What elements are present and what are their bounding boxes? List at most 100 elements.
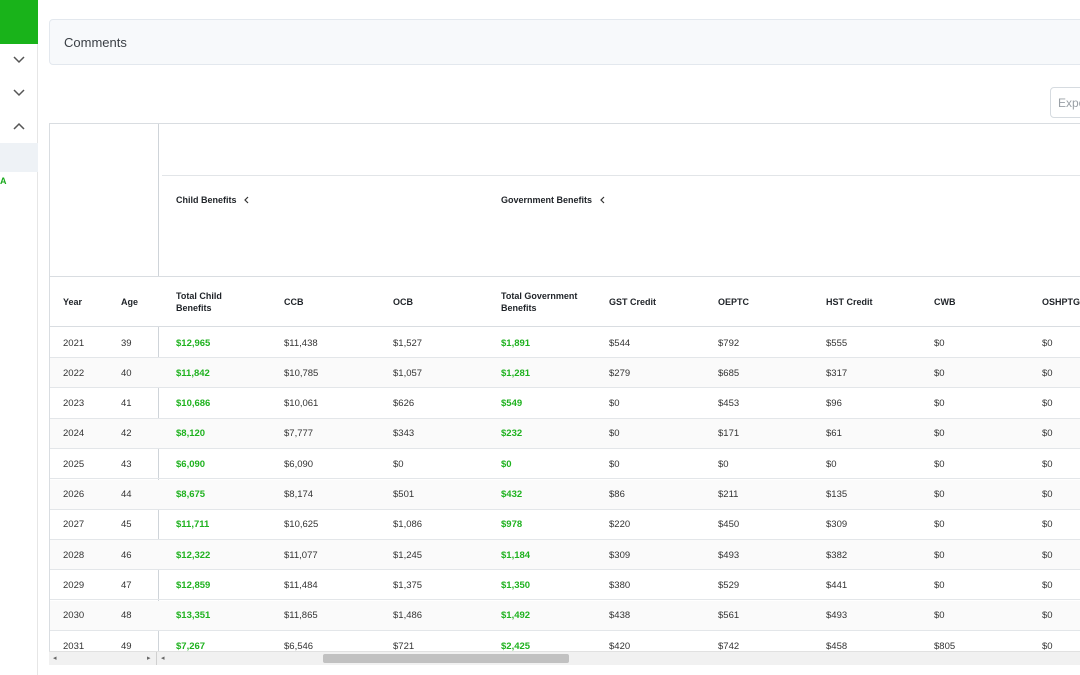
cell-total-gov: $2,425 xyxy=(501,640,531,652)
col-header-total-government-benefits[interactable]: Total Government Benefits xyxy=(501,291,578,313)
cell-total-child: $12,322 xyxy=(176,549,211,561)
chevron-left-icon[interactable] xyxy=(598,196,606,204)
table-row[interactable]: 2027 45 $11,711 $10,625 $1,086 $978 $220 $450 $3… xyxy=(50,510,1080,540)
cell-total-child: $11,842 xyxy=(176,367,210,379)
comments-label: Comments xyxy=(64,35,127,50)
cell-cwb: $0 xyxy=(934,428,945,440)
cell-total-gov: $432 xyxy=(501,489,523,500)
col-header-cwb[interactable]: CWB xyxy=(934,297,956,307)
horizontal-scrollbar[interactable]: ◂ ▸ ◂ xyxy=(49,651,1080,665)
cell-oeptc: $211 xyxy=(718,489,739,500)
cell-cwb: $0 xyxy=(934,610,945,622)
col-header-hst-credit[interactable]: HST Credit xyxy=(826,297,873,307)
cell-oeptc: $792 xyxy=(718,337,740,349)
scroll-right-arrow-icon[interactable]: ▸ xyxy=(147,655,151,662)
cell-gst: $86 xyxy=(609,489,625,500)
cell-gst: $0 xyxy=(609,428,620,440)
frozen-column-divider xyxy=(158,124,159,654)
table-row[interactable]: 2030 48 $13,351 $11,865 $1,486 $1,492 $438 $561… xyxy=(50,600,1080,631)
cell-age: 42 xyxy=(121,428,132,440)
cell-oshptg: $0 xyxy=(1042,640,1053,652)
cell-gst: $544 xyxy=(609,337,631,349)
table-row[interactable]: 2026 44 $8,675 $8,174 $501 $432 $86 $211 $135 $0 $… xyxy=(50,479,1080,510)
cell-hst: $61 xyxy=(826,428,842,440)
group-header-label: Child Benefits xyxy=(176,195,237,205)
cell-year: 2022 xyxy=(63,367,85,379)
cell-total-child: $12,965 xyxy=(176,337,211,349)
cell-ocb: $343 xyxy=(393,428,415,440)
cell-oshptg: $0 xyxy=(1042,579,1053,591)
cell-ocb: $0 xyxy=(393,458,404,470)
cell-ccb: $11,484 xyxy=(284,579,318,591)
cell-oshptg: $0 xyxy=(1042,367,1053,379)
col-header-year[interactable]: Year xyxy=(63,297,83,307)
cell-total-child: $10,686 xyxy=(176,398,211,410)
col-header-age[interactable]: Age xyxy=(121,297,139,307)
cell-ocb: $501 xyxy=(393,489,415,500)
cell-cwb: $0 xyxy=(934,519,945,531)
table-row[interactable]: 2024 42 $8,120 $7,777 $343 $232 $0 $171 $61 $0 $0 xyxy=(50,418,1080,449)
scroll-left-arrow-icon[interactable]: ◂ xyxy=(161,655,165,662)
cell-hst: $96 xyxy=(826,398,842,410)
cell-ocb: $626 xyxy=(393,398,415,410)
cell-hst: $317 xyxy=(826,367,848,379)
cell-total-gov: $1,492 xyxy=(501,610,531,622)
cell-age: 44 xyxy=(121,489,132,500)
header-band-divider xyxy=(162,175,1080,176)
group-header-label: Government Benefits xyxy=(501,195,593,205)
cell-total-gov: $549 xyxy=(501,398,523,410)
cell-total-child: $11,711 xyxy=(176,519,210,531)
cell-age: 47 xyxy=(121,579,132,591)
cell-total-gov: $1,281 xyxy=(501,367,531,379)
col-header-total-child-benefits[interactable]: Total Child Benefits xyxy=(176,291,222,313)
cell-ccb: $6,546 xyxy=(284,640,314,652)
scrollbar-thumb[interactable] xyxy=(323,654,569,663)
group-header-government-benefits[interactable]: Government Benefits xyxy=(501,195,606,205)
table-row[interactable]: 2023 41 $10,686 $10,061 $626 $549 $0 $453 $96 $0 $… xyxy=(50,389,1080,419)
table-body: 2021 39 $12,965 $11,438 $1,527 $1,891 $544 $792… xyxy=(50,328,1080,664)
cell-cwb: $0 xyxy=(934,398,945,410)
cell-ocb: $1,375 xyxy=(393,579,423,591)
table-row[interactable]: 2022 40 $11,842 $10,785 $1,057 $1,281 $279 $685… xyxy=(50,358,1080,389)
table-row[interactable]: 2025 43 $6,090 $6,090 $0 $0 $0 $0 $0 $0 $0 xyxy=(50,449,1080,480)
chevron-down-icon[interactable] xyxy=(12,86,26,100)
cell-cwb: $0 xyxy=(934,367,945,379)
chevron-up-icon[interactable] xyxy=(12,119,26,133)
table-row[interactable]: 2029 47 $12,859 $11,484 $1,375 $1,350 $380 $529… xyxy=(50,570,1080,601)
cell-ocb: $1,527 xyxy=(393,337,423,349)
col-header-gst-credit[interactable]: GST Credit xyxy=(609,297,657,307)
col-header-ocb[interactable]: OCB xyxy=(393,297,413,307)
export-button[interactable]: Expo xyxy=(1050,87,1080,118)
cell-total-child: $8,120 xyxy=(176,428,206,440)
cell-age: 46 xyxy=(121,549,132,561)
col-header-ccb[interactable]: CCB xyxy=(284,297,304,307)
cell-ocb: $1,057 xyxy=(393,367,423,379)
group-header-child-benefits[interactable]: Child Benefits xyxy=(176,195,251,205)
cell-total-gov: $1,891 xyxy=(501,337,531,349)
col-header-oshptg[interactable]: OSHPTG xyxy=(1042,297,1080,307)
frozen-scroll-zone[interactable]: ◂ ▸ xyxy=(49,652,157,665)
cell-year: 2025 xyxy=(63,458,85,470)
column-header-row: Year Age Total Child Benefits CCB OCB To… xyxy=(50,277,1080,327)
cell-hst: $458 xyxy=(826,640,848,652)
chevron-left-icon[interactable] xyxy=(243,196,251,204)
cell-age: 48 xyxy=(121,610,132,622)
cell-age: 49 xyxy=(121,640,132,652)
cell-ccb: $6,090 xyxy=(284,458,314,470)
sidebar-item-label[interactable]: A xyxy=(0,176,7,186)
col-header-oeptc[interactable]: OEPTC xyxy=(718,297,750,307)
table-row[interactable]: 2028 46 $12,322 $11,077 $1,245 $1,184 $309 $493… xyxy=(50,540,1080,571)
cell-ccb: $10,785 xyxy=(284,367,319,379)
scroll-left-arrow-icon[interactable]: ◂ xyxy=(53,655,57,662)
table-row[interactable]: 2021 39 $12,965 $11,438 $1,527 $1,891 $544 $792… xyxy=(50,328,1080,358)
cell-age: 43 xyxy=(121,458,132,470)
brand-logo[interactable] xyxy=(0,0,38,44)
sidebar-active-item[interactable] xyxy=(0,143,38,172)
cell-total-child: $12,859 xyxy=(176,579,211,591)
cell-ccb: $8,174 xyxy=(284,489,314,500)
benefits-table: Child Benefits Government Benefits Year … xyxy=(49,123,1080,665)
cell-cwb: $805 xyxy=(934,640,956,652)
chevron-down-icon[interactable] xyxy=(12,53,26,67)
cell-gst: $220 xyxy=(609,519,631,531)
comments-panel[interactable]: Comments xyxy=(49,19,1080,65)
